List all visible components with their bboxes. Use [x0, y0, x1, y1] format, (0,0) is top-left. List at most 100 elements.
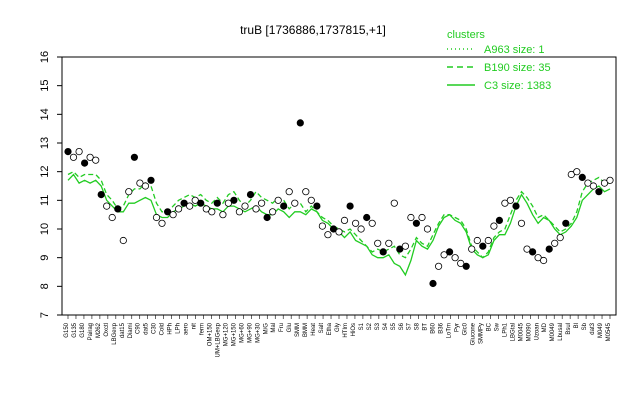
data-point: [407, 213, 415, 222]
data-point: [501, 199, 509, 207]
x-tick-label: Bsul: [566, 323, 572, 335]
x-tick-label: LPh: [176, 323, 182, 334]
data-point: [97, 191, 105, 199]
data-point: [451, 254, 459, 262]
x-tick-label: Pairag: [88, 323, 94, 340]
x-tick-label: Glc0: [463, 322, 469, 335]
data-point: [385, 239, 393, 247]
x-axis: G150 G135 G180 Pairag M262 Oxctl LBGexp dat15 Di…: [64, 315, 612, 358]
data-point: [130, 153, 138, 161]
x-tick-label: Sw: [494, 322, 500, 331]
data-point: [556, 234, 564, 242]
data-point: [202, 205, 210, 213]
x-tick-label: SMM: [295, 323, 301, 337]
series-b190-path: [67, 170, 610, 259]
data-point: [274, 196, 282, 204]
x-tick-label: C90: [136, 322, 142, 334]
x-tick-label: MG+120: [223, 322, 229, 346]
legend-label-b190: B190 size: 35: [484, 62, 551, 74]
data-point: [224, 199, 232, 207]
data-point: [175, 205, 183, 213]
x-tick-label: S6: [399, 322, 405, 330]
x-tick-label: MG+150: [231, 322, 237, 346]
data-point: [335, 228, 343, 236]
data-point: [313, 202, 321, 210]
data-point: [363, 213, 371, 222]
data-point: [208, 208, 216, 216]
x-tick-label: G180: [80, 322, 86, 337]
x-tick-label: LPh1: [502, 322, 508, 337]
data-point: [263, 213, 271, 222]
x-tick-label: Fru: [279, 323, 285, 332]
data-point: [495, 216, 503, 224]
x-tick-label: LBGtal: [510, 323, 516, 341]
x-tick-label: B60: [431, 322, 437, 333]
x-tick-label: dat5: [144, 322, 150, 334]
data-point: [484, 236, 492, 245]
x-tick-label: MG+60: [239, 322, 245, 343]
x-tick-label: B36: [439, 322, 445, 333]
data-point: [180, 199, 188, 207]
x-tick-label: HTIm: [343, 323, 349, 338]
data-point: [434, 262, 443, 270]
data-point: [418, 213, 426, 222]
data-point: [462, 262, 470, 270]
x-tick-label: M0045: [518, 322, 524, 341]
x-tick-label: Pyr: [455, 323, 461, 332]
chart-title: truB [1736886,1737815,+1]: [240, 23, 386, 37]
data-point: [468, 245, 476, 253]
x-tick-label: Bl: [574, 323, 580, 328]
x-tick-label: Lbusal: [558, 323, 564, 341]
data-point: [81, 159, 89, 167]
x-tick-label: UM+LBGexp: [215, 322, 221, 357]
data-point: [429, 279, 437, 288]
data-point: [340, 216, 349, 224]
x-tick-label: M049: [598, 322, 604, 338]
x-tick-label: S4: [383, 322, 389, 330]
y-tick-label: 12: [39, 166, 51, 178]
data-point: [219, 211, 227, 219]
legend-label-c3: C3 size: 1383: [484, 80, 551, 92]
data-point: [92, 156, 100, 164]
x-tick-label: BC: [486, 322, 492, 331]
data-point: [136, 179, 144, 187]
data-point: [457, 259, 465, 267]
data-point: [600, 179, 609, 187]
data-point: [186, 202, 194, 210]
data-point: [396, 245, 404, 253]
data-point: [562, 219, 570, 227]
x-tick-label: Etha: [327, 322, 333, 335]
data-point: [86, 153, 94, 161]
x-tick-label: M/G: [263, 323, 269, 335]
series-c3-path: [67, 173, 611, 277]
data-point: [324, 231, 332, 239]
data-point: [539, 256, 548, 265]
x-tick-label: HPh: [168, 323, 174, 335]
data-point: [307, 196, 315, 204]
data-point: [506, 196, 514, 204]
x-tick-label: S3: [375, 322, 381, 330]
data-point: [368, 219, 376, 227]
data-point: [578, 173, 586, 181]
data-point: [213, 199, 221, 207]
x-tick-label: aero: [184, 322, 190, 335]
y-axis: 7 8 9 10 11 12 13 14 15 16: [39, 51, 63, 318]
data-point: [291, 199, 299, 207]
x-tick-label: Salt: [319, 323, 325, 334]
data-point: [169, 211, 177, 219]
data-point: [595, 188, 603, 196]
x-tick-label: G135: [72, 322, 78, 337]
x-tick-label: Glucone: [471, 322, 477, 345]
data-point: [114, 205, 122, 213]
data-point: [551, 239, 559, 247]
data-point: [296, 119, 304, 127]
data-point: [423, 225, 432, 233]
x-tick-label: S2: [367, 322, 373, 330]
x-tick-label: M262: [96, 322, 102, 338]
data-point: [141, 182, 149, 190]
data-point: [119, 236, 127, 245]
x-tick-label: Sb: [582, 322, 588, 330]
data-point: [252, 205, 260, 213]
data-point: [197, 199, 205, 207]
series-b190-line: [67, 170, 610, 259]
